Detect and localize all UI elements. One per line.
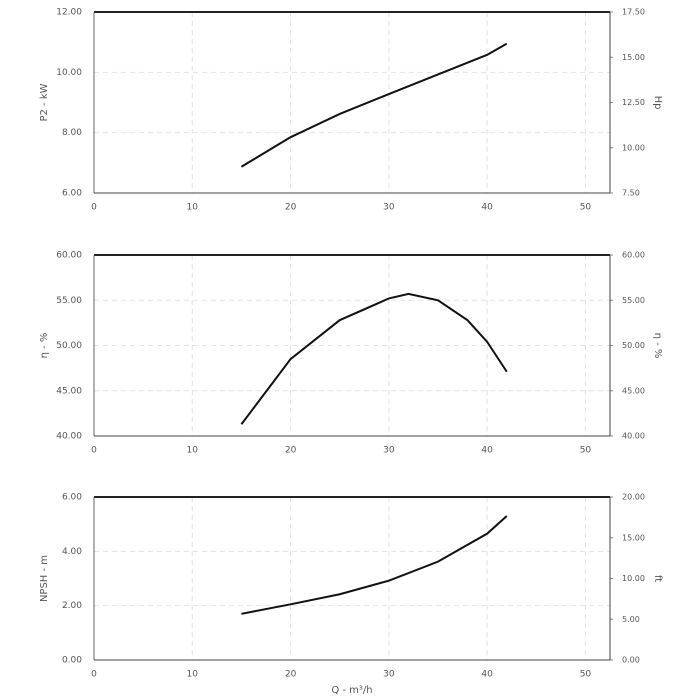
y2-tick-label: 55.00 xyxy=(622,296,645,305)
plot-area xyxy=(94,497,610,660)
y-tick-label: 12.00 xyxy=(56,8,82,18)
x-tick-label: 30 xyxy=(383,203,395,213)
y-axis-label: P2 - kW xyxy=(39,83,50,121)
y2-tick-label: 12.50 xyxy=(622,98,645,107)
x-tick-label: 40 xyxy=(481,203,493,213)
y2-tick-label: 15.00 xyxy=(622,533,645,542)
y2-tick-label: 5.00 xyxy=(622,615,640,624)
y2-axis-label: ft xyxy=(652,575,663,582)
y2-tick-label: 40.00 xyxy=(622,432,645,441)
x-tick-label: 10 xyxy=(187,203,199,213)
plot-area xyxy=(94,255,610,436)
y-tick-label: 2.00 xyxy=(62,601,82,611)
y-tick-label: 40.00 xyxy=(56,432,82,442)
x-tick-label: 20 xyxy=(285,446,297,456)
x-tick-label: 20 xyxy=(285,670,297,680)
x-tick-label: 10 xyxy=(187,446,199,456)
x-tick-label: 50 xyxy=(580,670,592,680)
y-tick-label: 60.00 xyxy=(56,251,82,261)
x-axis-label: Q - m³/h xyxy=(331,685,372,696)
x-tick-label: 40 xyxy=(481,446,493,456)
x-tick-label: 20 xyxy=(285,203,297,213)
y2-axis-label: Hp xyxy=(652,96,663,110)
y2-tick-label: 10.00 xyxy=(622,574,645,583)
plot-area xyxy=(94,12,610,193)
x-tick-label: 10 xyxy=(187,670,199,680)
y-tick-label: 0.00 xyxy=(62,656,82,666)
x-tick-label: 0 xyxy=(91,670,97,680)
y-tick-label: 6.00 xyxy=(62,189,82,199)
data-line xyxy=(241,515,508,615)
y-axis-label: NPSH - m xyxy=(39,555,50,602)
x-tick-label: 30 xyxy=(383,670,395,680)
data-line xyxy=(240,42,508,168)
y-tick-label: 4.00 xyxy=(62,547,82,557)
x-tick-label: 0 xyxy=(91,203,97,213)
data-line xyxy=(240,292,508,425)
y-tick-label: 55.00 xyxy=(56,296,82,306)
y-tick-label: 50.00 xyxy=(56,341,82,351)
y2-tick-label: 60.00 xyxy=(622,251,645,260)
y2-axis-label: η - % xyxy=(652,333,663,359)
y2-tick-label: 20.00 xyxy=(622,493,645,502)
y-tick-label: 6.00 xyxy=(62,493,82,503)
y2-tick-label: 45.00 xyxy=(622,386,645,395)
y2-tick-label: 50.00 xyxy=(622,341,645,350)
y2-tick-label: 17.50 xyxy=(622,8,645,17)
x-tick-label: 0 xyxy=(91,446,97,456)
x-tick-label: 40 xyxy=(481,670,493,680)
y2-tick-label: 10.00 xyxy=(622,143,645,152)
x-tick-label: 50 xyxy=(580,203,592,213)
y2-tick-label: 15.00 xyxy=(622,53,645,62)
x-tick-label: 30 xyxy=(383,446,395,456)
y-tick-label: 10.00 xyxy=(56,68,82,78)
y2-tick-label: 7.50 xyxy=(622,189,640,198)
y-axis-label: η - % xyxy=(39,333,50,359)
x-tick-label: 50 xyxy=(580,446,592,456)
y-tick-label: 45.00 xyxy=(56,386,82,396)
y2-tick-label: 0.00 xyxy=(622,656,640,665)
y-tick-label: 8.00 xyxy=(62,128,82,138)
